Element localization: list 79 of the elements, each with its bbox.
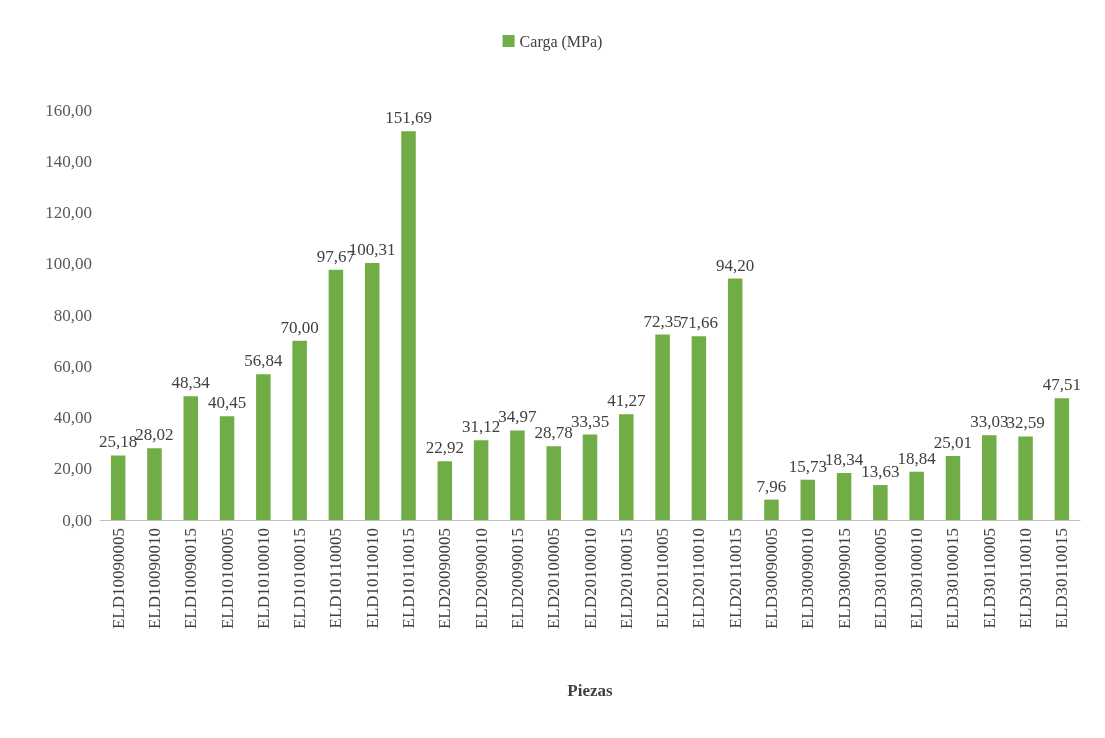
y-tick-label: 100,00 <box>45 254 92 274</box>
bar <box>909 471 924 520</box>
x-tick-label: ELD30110010 <box>1016 528 1036 629</box>
x-tick-label: ELD20090015 <box>507 528 527 630</box>
data-label: 151,69 <box>385 108 432 128</box>
bar <box>582 434 598 520</box>
bar <box>147 448 162 520</box>
x-tick-label: ELD10110005 <box>326 528 346 629</box>
data-label: 72,35 <box>643 311 682 331</box>
x-tick-label: ELD30100010 <box>907 528 927 630</box>
x-tick-label: ELD30090005 <box>761 528 781 630</box>
bar <box>437 461 453 520</box>
data-label: 32,59 <box>1006 413 1045 433</box>
x-tick-label: ELD20090010 <box>471 528 491 630</box>
bar <box>1054 398 1070 520</box>
x-tick-label: ELD20110005 <box>653 528 673 629</box>
y-tick-label: 140,00 <box>45 151 92 171</box>
data-label: 47,51 <box>1042 375 1081 395</box>
y-tick-label: 160,00 <box>45 100 92 120</box>
y-tick-label: 0,00 <box>62 510 92 530</box>
bar <box>836 473 852 520</box>
bar <box>401 131 416 520</box>
bar <box>473 440 489 520</box>
data-label: 94,20 <box>716 255 755 275</box>
x-tick-label: ELD20100005 <box>544 528 564 630</box>
x-tick-label: ELD10090005 <box>108 528 128 630</box>
x-tick-label: ELD20110010 <box>689 528 709 629</box>
legend-label: Carga (MPa) <box>519 32 603 51</box>
x-tick-label: ELD30110015 <box>1052 528 1072 629</box>
data-label: 33,03 <box>970 412 1009 432</box>
data-label: 70,00 <box>280 317 319 337</box>
x-tick-label: ELD10110010 <box>362 528 382 629</box>
bar <box>691 336 707 520</box>
x-tick-label: ELD30090010 <box>798 528 818 630</box>
y-tick-label: 80,00 <box>53 305 92 325</box>
x-tick-label: ELD10090015 <box>181 528 201 630</box>
x-tick-label: ELD30100015 <box>943 528 963 630</box>
x-tick-label: ELD10100010 <box>253 528 273 630</box>
bar <box>655 334 670 520</box>
data-label: 25,18 <box>99 432 138 452</box>
bar <box>110 455 126 520</box>
bar <box>982 435 997 520</box>
bar <box>727 278 743 520</box>
data-label: 22,92 <box>425 438 464 458</box>
bar <box>328 269 344 520</box>
y-tick-label: 120,00 <box>45 203 92 222</box>
data-label: 56,84 <box>244 351 283 371</box>
bar <box>800 479 816 520</box>
bar <box>546 446 561 520</box>
bar <box>1018 436 1033 520</box>
x-tick-label: ELD10100015 <box>290 528 310 630</box>
x-axis-title: Piezas <box>567 681 614 700</box>
y-tick-label: 60,00 <box>53 356 92 376</box>
bar <box>510 430 525 520</box>
bar <box>619 414 634 520</box>
bar <box>219 416 235 520</box>
x-tick-label: ELD20110015 <box>725 528 745 629</box>
bar <box>945 455 961 520</box>
bar <box>873 485 888 520</box>
data-label: 48,34 <box>171 373 211 393</box>
bar <box>183 396 198 520</box>
y-tick-label: 40,00 <box>53 408 92 427</box>
data-label: 40,45 <box>207 393 247 413</box>
x-tick-label: ELD10100005 <box>217 528 237 630</box>
x-tick-label: ELD30090015 <box>834 528 854 630</box>
x-tick-label: ELD10110015 <box>399 528 419 629</box>
y-tick-label: 20,00 <box>53 459 92 479</box>
bar <box>364 262 380 520</box>
data-label: 41,27 <box>607 391 646 411</box>
x-tick-label: ELD20100015 <box>616 528 636 630</box>
x-tick-label: ELD30100005 <box>870 528 890 630</box>
x-tick-label: ELD10090010 <box>144 528 164 630</box>
x-tick-label: ELD30110005 <box>979 528 999 629</box>
data-label: 7,96 <box>756 476 787 496</box>
x-tick-label: ELD20090005 <box>435 528 455 630</box>
x-tick-label: ELD20100010 <box>580 528 600 630</box>
bar <box>292 340 307 520</box>
bar <box>764 499 779 520</box>
bar <box>256 374 271 520</box>
